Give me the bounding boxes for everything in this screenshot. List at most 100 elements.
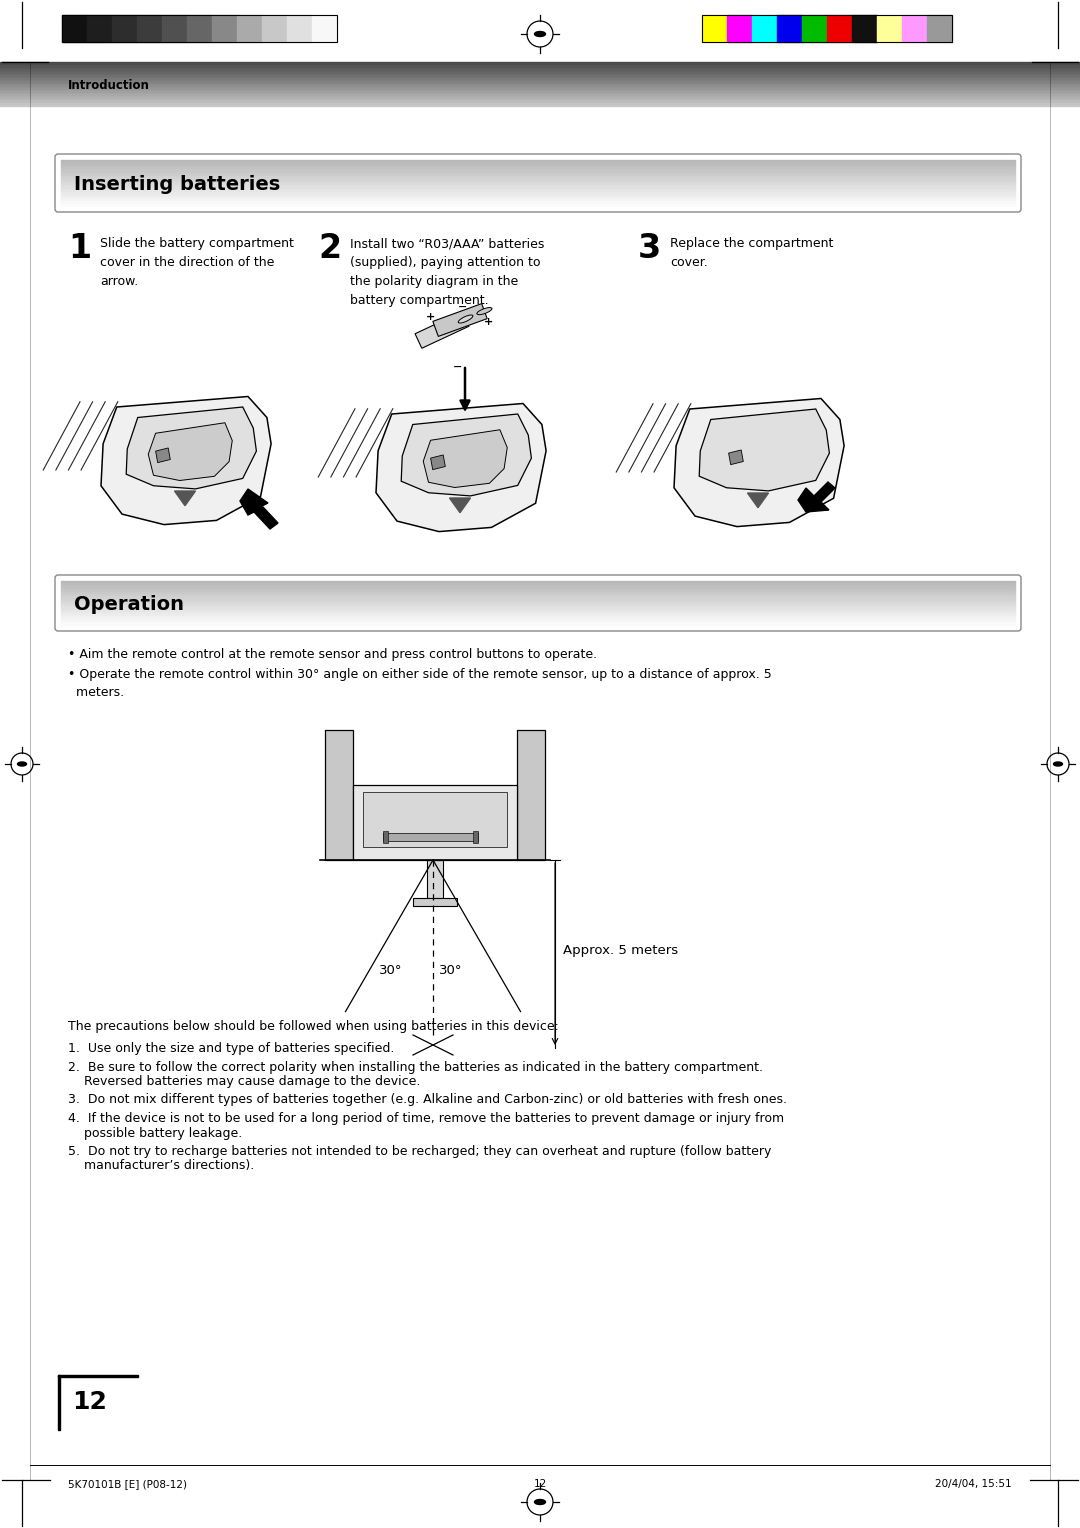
Polygon shape (747, 494, 769, 507)
Bar (60, 616, 1015, 619)
Text: 12: 12 (534, 1479, 546, 1488)
Bar (60, 610, 1015, 611)
Text: +: + (484, 316, 492, 327)
Bar (363, 792, 507, 847)
Bar (137, 15, 162, 41)
Bar (877, 15, 902, 41)
Polygon shape (433, 304, 487, 336)
Polygon shape (240, 489, 278, 529)
Bar (212, 15, 237, 41)
Ellipse shape (535, 1499, 545, 1505)
Bar (60, 171, 1015, 174)
Text: 2: 2 (318, 232, 341, 264)
Ellipse shape (535, 32, 545, 37)
Bar (312, 15, 337, 41)
Bar (60, 183, 1015, 185)
Text: Install two “R03/AAA” batteries
(supplied), paying attention to
the polarity dia: Install two “R03/AAA” batteries (supplie… (350, 237, 544, 307)
Ellipse shape (458, 315, 473, 322)
Text: 20/4/04, 15:51: 20/4/04, 15:51 (935, 1479, 1012, 1488)
Polygon shape (449, 498, 471, 513)
Text: −: − (458, 303, 468, 312)
Bar (60, 202, 1015, 203)
Text: 30°: 30° (379, 964, 403, 976)
Bar (702, 15, 951, 41)
FancyBboxPatch shape (55, 154, 1021, 212)
Text: Slide the battery compartment
cover in the direction of the
arrow.: Slide the battery compartment cover in t… (100, 237, 294, 287)
Bar (802, 15, 827, 41)
Bar (60, 203, 1015, 206)
Bar (927, 15, 951, 41)
Bar (517, 730, 545, 860)
Polygon shape (798, 481, 835, 512)
Text: 2.  Be sure to follow the correct polarity when installing the batteries as indi: 2. Be sure to follow the correct polarit… (68, 1060, 762, 1074)
Bar (60, 167, 1015, 170)
Bar (427, 860, 443, 898)
Ellipse shape (477, 307, 492, 315)
Text: • Operate the remote control within 30° angle on either side of the remote senso: • Operate the remote control within 30° … (68, 668, 772, 698)
Bar (60, 588, 1015, 590)
Bar (87, 15, 112, 41)
Bar (60, 194, 1015, 197)
Text: Reversed batteries may cause damage to the device.: Reversed batteries may cause damage to t… (68, 1076, 420, 1088)
Text: 5K70101B [E] (P08-12): 5K70101B [E] (P08-12) (68, 1479, 187, 1488)
Text: Inserting batteries: Inserting batteries (75, 174, 280, 194)
Bar (62, 15, 87, 41)
Bar (60, 601, 1015, 604)
Bar (60, 199, 1015, 202)
Bar (60, 590, 1015, 591)
Bar (60, 619, 1015, 620)
Bar (60, 160, 1015, 162)
Bar (60, 581, 1015, 584)
Text: 4.  If the device is not to be used for a long period of time, remove the batter: 4. If the device is not to be used for a… (68, 1112, 784, 1125)
Bar (325, 730, 353, 860)
Bar (60, 599, 1015, 601)
Bar (413, 898, 457, 906)
Polygon shape (102, 396, 271, 524)
Bar (383, 831, 388, 843)
Ellipse shape (17, 762, 27, 766)
Polygon shape (126, 406, 256, 489)
Bar (60, 179, 1015, 180)
Bar (353, 785, 517, 860)
Bar (262, 15, 287, 41)
Bar (473, 831, 478, 843)
Bar (60, 165, 1015, 167)
Polygon shape (431, 455, 445, 469)
Bar (60, 620, 1015, 623)
Text: • Aim the remote control at the remote sensor and press control buttons to opera: • Aim the remote control at the remote s… (68, 648, 597, 662)
Bar (60, 605, 1015, 608)
Text: Approx. 5 meters: Approx. 5 meters (563, 943, 678, 957)
Text: Introduction: Introduction (68, 78, 150, 92)
Bar (60, 162, 1015, 165)
Bar (60, 596, 1015, 599)
Bar (60, 584, 1015, 585)
Ellipse shape (1053, 762, 1063, 766)
Bar (60, 623, 1015, 625)
Text: 12: 12 (72, 1390, 107, 1413)
Bar (58, 1375, 60, 1430)
Bar (162, 15, 187, 41)
Bar (60, 180, 1015, 183)
Polygon shape (156, 448, 171, 463)
Text: 1.  Use only the size and type of batteries specified.: 1. Use only the size and type of batteri… (68, 1042, 394, 1054)
Bar (852, 15, 877, 41)
Polygon shape (401, 414, 531, 497)
Bar (752, 15, 777, 41)
Bar (60, 193, 1015, 194)
Polygon shape (423, 429, 508, 487)
Bar (187, 15, 212, 41)
Text: possible battery leakage.: possible battery leakage. (68, 1126, 242, 1140)
Polygon shape (175, 490, 195, 506)
Bar (60, 604, 1015, 605)
Text: Operation: Operation (75, 594, 184, 614)
Text: manufacturer’s directions).: manufacturer’s directions). (68, 1160, 254, 1172)
Bar (287, 15, 312, 41)
Bar (0, 0, 1080, 63)
Text: Replace the compartment
cover.: Replace the compartment cover. (670, 237, 834, 269)
Bar (60, 170, 1015, 171)
Text: 5.  Do not try to recharge batteries not intended to be recharged; they can over: 5. Do not try to recharge batteries not … (68, 1144, 771, 1158)
Bar (702, 15, 727, 41)
Polygon shape (148, 423, 232, 480)
Bar (60, 611, 1015, 614)
Bar (777, 15, 802, 41)
